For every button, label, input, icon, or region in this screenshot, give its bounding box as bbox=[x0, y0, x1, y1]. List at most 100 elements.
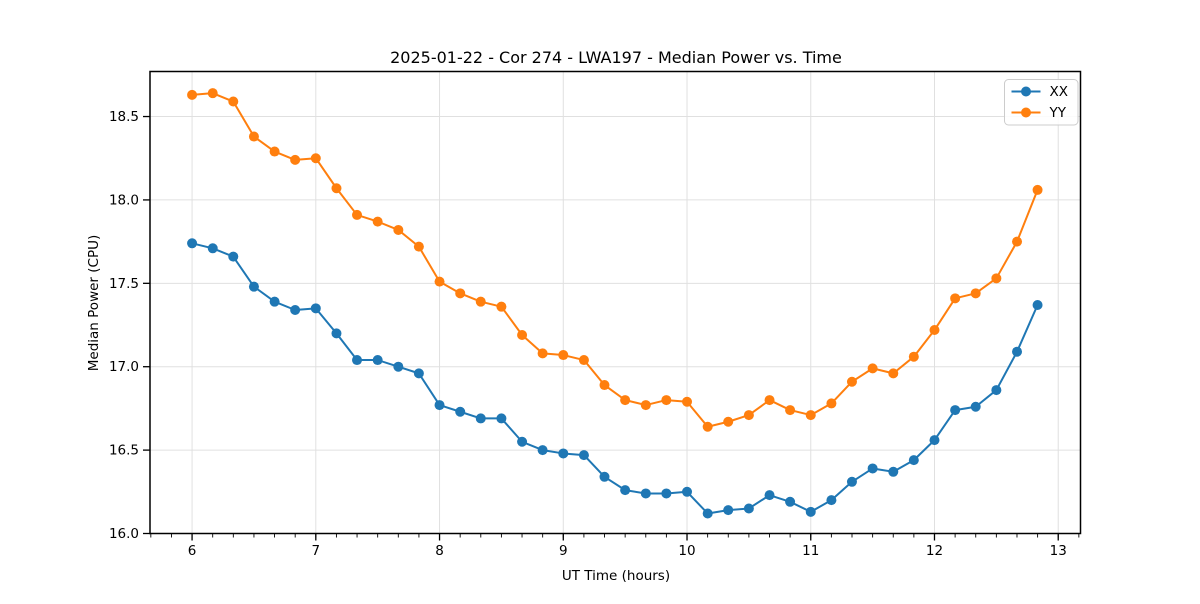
data-point-yy bbox=[558, 350, 569, 361]
data-point-xx bbox=[413, 368, 424, 379]
data-point-yy bbox=[702, 421, 713, 432]
data-point-xx bbox=[331, 328, 342, 339]
y-axis-label: Median Power (CPU) bbox=[86, 235, 102, 371]
data-point-yy bbox=[950, 293, 961, 304]
data-point-xx bbox=[187, 238, 198, 249]
data-point-xx bbox=[310, 303, 321, 314]
data-point-yy bbox=[929, 325, 940, 336]
y-tick-label: 17.0 bbox=[109, 359, 139, 375]
data-point-yy bbox=[888, 368, 899, 379]
legend-label-xx: XX bbox=[1050, 84, 1069, 100]
data-point-yy bbox=[723, 416, 734, 427]
series-yy bbox=[187, 88, 1043, 432]
data-point-yy bbox=[578, 355, 589, 366]
data-point-yy bbox=[743, 410, 754, 421]
data-point-yy bbox=[661, 395, 672, 406]
data-point-yy bbox=[682, 396, 693, 407]
series-line-xx bbox=[191, 242, 1039, 515]
data-point-yy bbox=[1032, 184, 1043, 195]
legend: XX YY bbox=[1004, 79, 1079, 126]
data-point-yy bbox=[207, 88, 218, 99]
data-point-yy bbox=[620, 395, 631, 406]
x-tick-label: 8 bbox=[435, 543, 444, 559]
data-point-yy bbox=[640, 400, 651, 411]
data-point-xx bbox=[743, 503, 754, 514]
data-point-xx bbox=[393, 361, 404, 372]
legend-label-yy: YY bbox=[1049, 105, 1067, 121]
data-point-yy bbox=[496, 301, 507, 312]
data-point-yy bbox=[517, 330, 528, 341]
x-tick-label: 13 bbox=[1050, 543, 1067, 559]
data-point-yy bbox=[764, 395, 775, 406]
y-tick-label: 18.0 bbox=[109, 192, 139, 208]
grid-layer bbox=[150, 71, 1081, 534]
data-point-yy bbox=[455, 288, 466, 299]
y-tick-label: 17.5 bbox=[109, 276, 139, 292]
series-line-yy bbox=[191, 92, 1039, 428]
data-point-yy bbox=[846, 376, 857, 387]
data-point-yy bbox=[826, 398, 837, 409]
data-point-xx bbox=[455, 406, 466, 417]
data-point-yy bbox=[991, 273, 1002, 284]
data-point-xx bbox=[826, 495, 837, 506]
data-point-yy bbox=[537, 348, 548, 359]
legend-marker-yy bbox=[1021, 107, 1031, 118]
data-point-yy bbox=[413, 241, 424, 252]
data-point-yy bbox=[1012, 236, 1023, 247]
data-point-xx bbox=[599, 471, 610, 482]
data-point-yy bbox=[248, 131, 259, 142]
x-tick-label: 9 bbox=[559, 543, 568, 559]
x-tick-label: 11 bbox=[802, 543, 819, 559]
data-point-yy bbox=[805, 410, 816, 421]
data-point-xx bbox=[475, 413, 486, 424]
data-point-yy bbox=[290, 154, 301, 165]
data-point-yy bbox=[372, 216, 383, 227]
chart-title: 2025-01-22 - Cor 274 - LWA197 - Median P… bbox=[390, 48, 842, 67]
data-point-xx bbox=[723, 505, 734, 516]
x-axis-label: UT Time (hours) bbox=[562, 568, 670, 584]
data-point-xx bbox=[929, 435, 940, 446]
data-point-yy bbox=[228, 96, 239, 107]
data-point-xx bbox=[867, 463, 878, 474]
data-point-xx bbox=[517, 436, 528, 447]
data-point-xx bbox=[290, 305, 301, 316]
data-point-yy bbox=[785, 405, 796, 416]
data-point-yy bbox=[393, 224, 404, 235]
data-point-yy bbox=[599, 380, 610, 391]
y-tick-label: 18.5 bbox=[109, 109, 139, 125]
data-point-xx bbox=[558, 448, 569, 459]
y-tick-label: 16.5 bbox=[109, 443, 139, 459]
x-tick-label: 12 bbox=[926, 543, 943, 559]
data-point-xx bbox=[496, 413, 507, 424]
data-point-xx bbox=[434, 400, 445, 411]
data-point-xx bbox=[269, 296, 280, 307]
data-point-yy bbox=[310, 153, 321, 164]
data-point-xx bbox=[352, 355, 363, 366]
plot-border bbox=[149, 70, 1082, 535]
series-xx bbox=[187, 238, 1043, 519]
data-point-yy bbox=[908, 351, 919, 362]
data-point-xx bbox=[970, 401, 981, 412]
x-tick-label: 10 bbox=[678, 543, 695, 559]
data-point-xx bbox=[620, 485, 631, 496]
data-point-yy bbox=[187, 89, 198, 100]
data-point-xx bbox=[537, 445, 548, 456]
data-point-yy bbox=[867, 363, 878, 374]
data-point-xx bbox=[908, 455, 919, 466]
data-point-xx bbox=[248, 281, 259, 292]
data-point-yy bbox=[269, 146, 280, 157]
data-point-yy bbox=[434, 276, 445, 287]
data-point-yy bbox=[352, 209, 363, 220]
data-point-xx bbox=[764, 490, 775, 501]
data-point-xx bbox=[228, 251, 239, 262]
data-point-xx bbox=[682, 486, 693, 497]
x-tick-label: 6 bbox=[188, 543, 197, 559]
series-layer bbox=[187, 88, 1043, 519]
data-point-xx bbox=[702, 508, 713, 519]
y-tick-label: 16.0 bbox=[109, 526, 139, 542]
data-point-xx bbox=[805, 506, 816, 517]
data-point-xx bbox=[640, 488, 651, 499]
data-point-yy bbox=[970, 288, 981, 299]
